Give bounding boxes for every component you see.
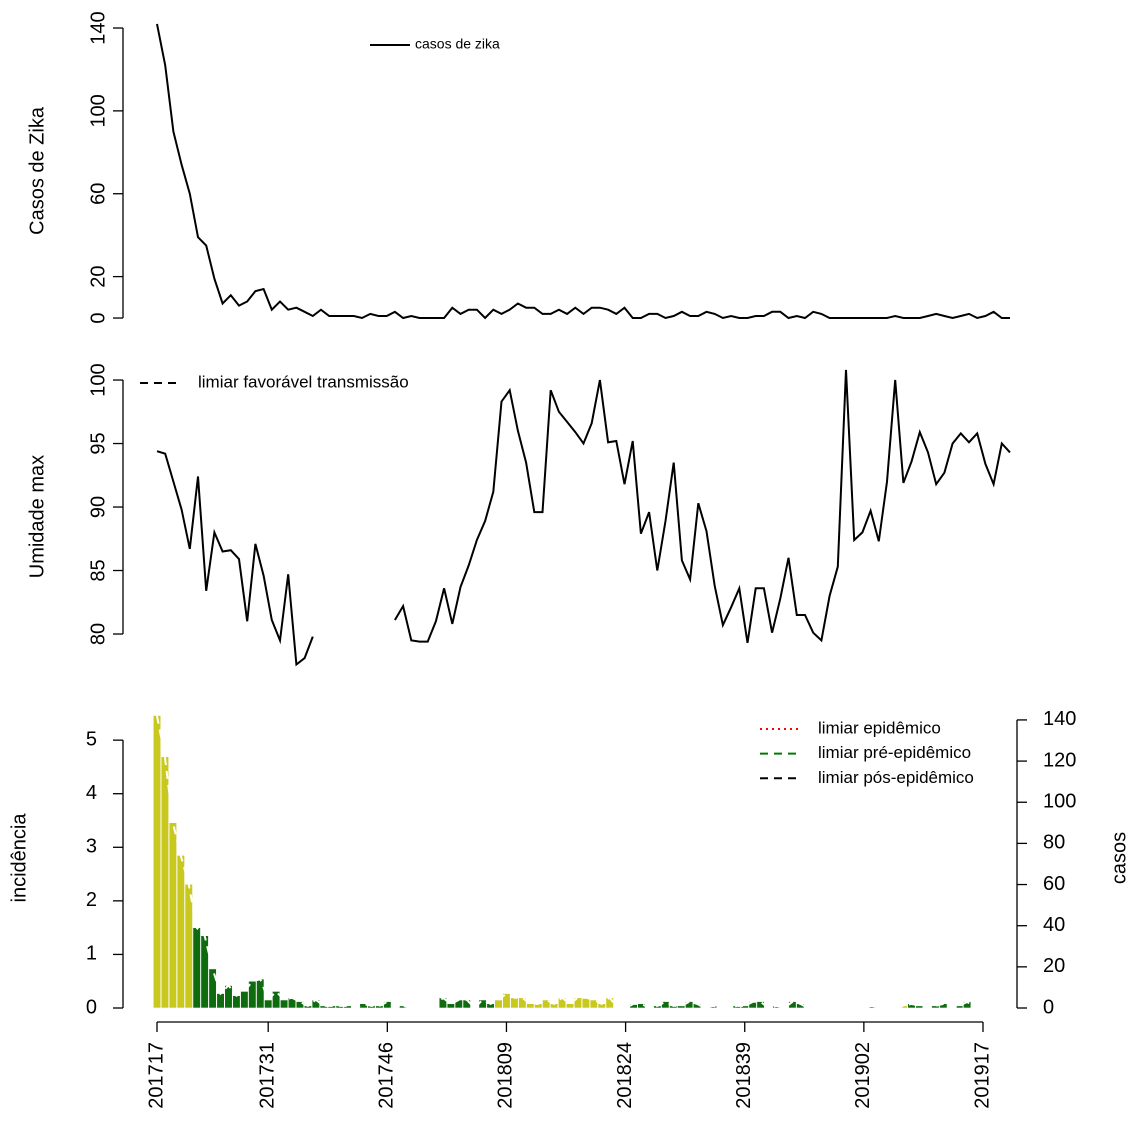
bar: [518, 997, 527, 1009]
legend-label: limiar pré-epidêmico: [818, 743, 971, 762]
x-tick-label: 201839: [733, 1042, 755, 1109]
y-tick-label: 2: [86, 889, 97, 911]
y-tick-label: 3: [86, 836, 97, 858]
y2-tick-label: 80: [1043, 832, 1065, 854]
bar: [272, 991, 281, 1009]
series-line: [156, 715, 983, 1010]
bar: [152, 715, 162, 1009]
bar: [542, 999, 551, 1009]
bar: [168, 822, 177, 1009]
bar: [216, 993, 225, 1009]
bar: [240, 991, 249, 1009]
x-tick-label: 201746: [376, 1042, 398, 1109]
y-tick-label: 100: [87, 94, 109, 127]
y-tick-label: 5: [86, 728, 97, 750]
bar: [589, 999, 598, 1009]
y-axis-title: incidência: [8, 813, 30, 903]
legend-label: casos de zika: [415, 36, 500, 52]
series-line: [156, 450, 314, 667]
y-tick-label: 0: [87, 312, 109, 323]
legend-label: limiar favorável transmissão: [198, 372, 409, 391]
bar: [176, 855, 185, 1009]
y-axis-title: Umidade max: [26, 455, 48, 578]
bar: [740, 1005, 749, 1009]
bar: [526, 1003, 535, 1009]
bar: [605, 997, 614, 1009]
y-tick-label: 4: [86, 782, 97, 804]
bar: [446, 1003, 455, 1009]
y-tick-label: 0: [86, 996, 97, 1018]
bar: [915, 1005, 924, 1009]
y-tick-label: 85: [87, 559, 109, 581]
legend-label: limiar pós-epidêmico: [818, 768, 974, 787]
bar: [677, 1005, 686, 1009]
y-tick-label: 60: [87, 183, 109, 205]
y2-tick-label: 20: [1043, 955, 1065, 977]
y-tick-label: 95: [87, 432, 109, 454]
x-tick-label: 201824: [614, 1042, 636, 1109]
y2-tick-label: 0: [1043, 996, 1054, 1018]
x-tick-label: 201917: [971, 1042, 993, 1109]
bar: [256, 978, 265, 1009]
bar: [319, 1005, 328, 1009]
bar: [510, 997, 519, 1009]
x-tick-label: 201809: [495, 1042, 517, 1109]
x-tick-label: 201731: [256, 1042, 278, 1109]
bar: [264, 999, 273, 1009]
y2-tick-label: 40: [1043, 914, 1065, 936]
bar: [184, 883, 193, 1009]
y-tick-label: 80: [87, 623, 109, 645]
y-tick-label: 140: [87, 11, 109, 44]
y2-tick-label: 60: [1043, 873, 1065, 895]
y-tick-label: 90: [87, 496, 109, 518]
series-line: [156, 23, 1010, 320]
x-tick-label: 201902: [852, 1042, 874, 1109]
y-axis-title: Casos de Zika: [26, 106, 48, 235]
y2-tick-label: 120: [1043, 749, 1076, 771]
y-tick-label: 100: [87, 363, 109, 396]
bar: [565, 1003, 575, 1009]
bar: [280, 999, 289, 1009]
bar: [160, 756, 170, 1009]
y2-tick-label: 100: [1043, 791, 1076, 813]
x-tick-label: 201717: [145, 1042, 167, 1109]
bar: [573, 997, 583, 1009]
legend-label: limiar epidêmico: [818, 718, 941, 737]
bar: [494, 999, 503, 1009]
bar: [343, 1005, 352, 1009]
y-tick-label: 20: [87, 265, 109, 287]
y-tick-label: 1: [86, 943, 97, 965]
series-line: [394, 369, 1011, 644]
bar: [248, 980, 257, 1009]
y2-tick-label: 140: [1043, 708, 1076, 730]
bar: [502, 993, 511, 1009]
bar: [192, 927, 201, 1009]
bar: [208, 968, 217, 1009]
y2-axis-title: casos: [1108, 832, 1130, 884]
bar: [931, 1005, 940, 1009]
bar: [232, 995, 241, 1009]
